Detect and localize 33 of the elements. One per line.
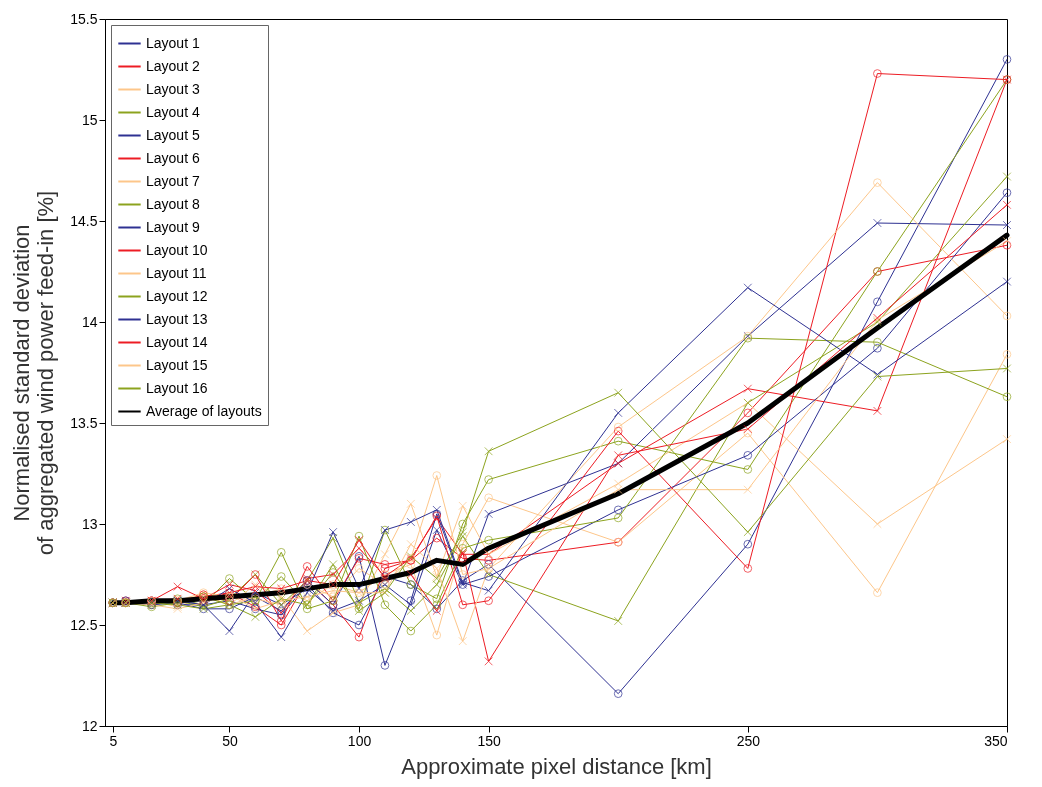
legend-label: Layout 9 — [146, 218, 200, 235]
legend-label: Layout 2 — [146, 57, 200, 74]
legend-label: Layout 11 — [146, 264, 207, 281]
y-axis-title: Normalised standard deviation of aggregated wind power feed-in [%] — [9, 190, 59, 556]
x-axis-title: Approximate pixel distance [km] — [401, 753, 712, 779]
x-tick-label: 250 — [736, 732, 761, 749]
y-tick-label: 15.5 — [70, 10, 98, 27]
legend-label: Layout 10 — [146, 241, 208, 258]
legend-label: Layout 13 — [146, 310, 208, 327]
legend-label: Layout 16 — [146, 379, 208, 396]
x-tick-label: 150 — [477, 732, 501, 749]
legend-label: Layout 14 — [146, 333, 208, 350]
legend-label: Layout 4 — [146, 103, 200, 120]
legend-label: Layout 15 — [146, 356, 208, 373]
legend-label: Layout 8 — [146, 195, 200, 212]
y-tick-label: 15 — [81, 111, 98, 128]
x-tick-label: 100 — [347, 732, 372, 749]
legend-label: Average of layouts — [146, 402, 262, 419]
legend-label: Layout 1 — [146, 34, 200, 51]
x-tick-label: 5 — [109, 732, 118, 749]
x-tick-label: 350 — [984, 732, 1008, 749]
y-tick-label: 13.5 — [70, 414, 98, 431]
legend-label: Layout 7 — [146, 172, 200, 189]
y-tick-label: 14.5 — [70, 212, 98, 229]
y-tick-label: 12 — [81, 717, 98, 734]
y-tick-label: 13 — [81, 515, 98, 532]
legend-label: Layout 12 — [146, 287, 208, 304]
legend-label: Layout 5 — [146, 126, 200, 143]
legend-label: Layout 6 — [146, 149, 200, 166]
y-tick-label: 14 — [81, 313, 98, 330]
x-tick-label: 50 — [222, 732, 238, 749]
legend-label: Layout 3 — [146, 80, 200, 97]
y-tick-label: 12.5 — [70, 616, 98, 633]
